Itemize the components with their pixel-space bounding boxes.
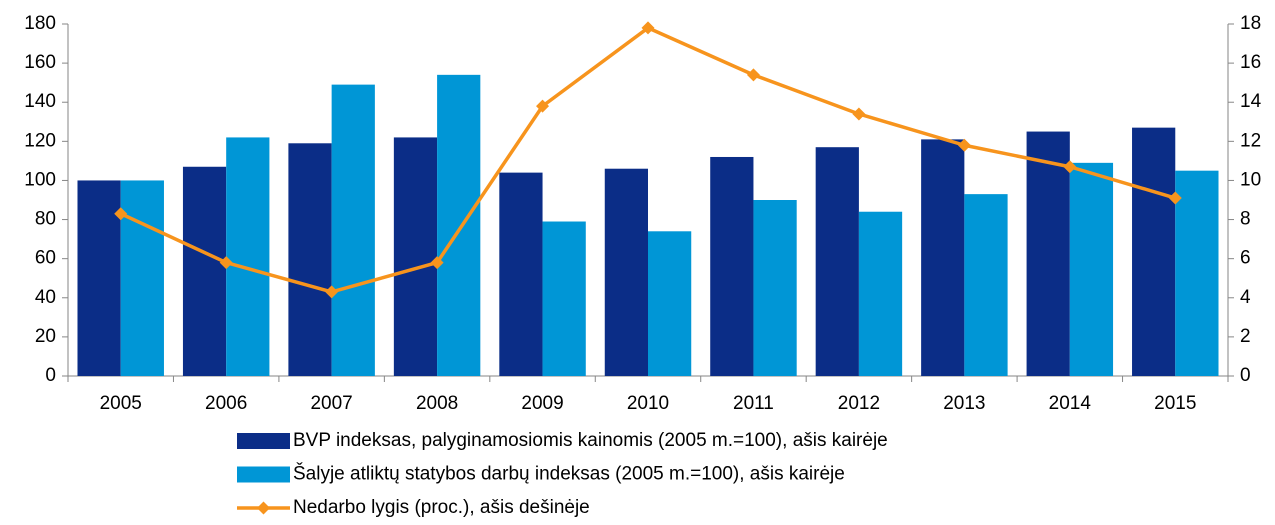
y2-tick-label: 14 (1240, 91, 1262, 112)
bar (120, 180, 164, 376)
bar (182, 166, 227, 376)
y-tick-label: 140 (24, 91, 56, 112)
y-tick-label: 160 (24, 52, 56, 73)
y2-tick-label: 16 (1240, 52, 1261, 73)
x-tick-label: 2011 (733, 393, 774, 414)
bar (858, 211, 903, 376)
y2-tick-label: 12 (1240, 130, 1261, 151)
line-marker (1168, 191, 1182, 205)
legend-swatch (237, 466, 290, 483)
bar (77, 180, 121, 376)
line-marker (114, 207, 128, 221)
y-tick-label: 60 (35, 248, 56, 269)
line-marker (746, 68, 760, 82)
y2-tick-label: 4 (1240, 287, 1251, 308)
line-marker (957, 138, 971, 152)
x-tick-label: 2009 (521, 393, 563, 414)
x-tick-label: 2007 (310, 393, 352, 414)
y2-tick-label: 2 (1240, 326, 1251, 347)
line-marker (219, 256, 233, 270)
bar (288, 143, 332, 376)
y2-tick-label: 6 (1240, 248, 1251, 269)
y-tick-label: 100 (24, 169, 56, 190)
bar (921, 139, 965, 376)
bar (226, 137, 270, 376)
bar (815, 147, 859, 376)
bar (1026, 131, 1070, 376)
y2-tick-label: 18 (1240, 13, 1261, 34)
bar (964, 194, 1008, 376)
y2-tick-label: 0 (1240, 365, 1251, 386)
bar (604, 168, 648, 376)
line-marker (852, 107, 866, 121)
x-tick-label: 2010 (627, 393, 669, 414)
y2-tick-label: 10 (1240, 169, 1261, 190)
bar (1175, 170, 1219, 376)
line-marker (430, 256, 444, 270)
y2-tick-label: 8 (1240, 209, 1251, 230)
y-tick-label: 120 (24, 130, 56, 151)
bar (648, 231, 692, 376)
x-tick-label: 2012 (838, 393, 880, 414)
line-marker (536, 99, 550, 113)
line-marker (325, 285, 339, 299)
y-tick-label: 0 (45, 365, 56, 386)
y-tick-label: 40 (35, 287, 56, 308)
bar (1069, 162, 1114, 376)
x-tick-label: 2006 (205, 393, 247, 414)
x-tick-label: 2014 (1049, 393, 1092, 414)
legend-marker (257, 501, 270, 515)
line-marker (1063, 160, 1077, 174)
legend-label: BVP indeksas, palyginamosiomis kainomis … (293, 430, 888, 451)
x-tick-label: 2008 (416, 393, 458, 414)
bar (437, 74, 481, 376)
x-tick-label: 2013 (943, 393, 985, 414)
bar (331, 84, 375, 376)
legend-swatch (237, 433, 290, 449)
x-tick-label: 2015 (1154, 393, 1196, 414)
bar (499, 172, 543, 376)
bar (753, 200, 797, 376)
x-tick-label: 2005 (100, 393, 142, 414)
bar (710, 156, 754, 376)
y-tick-label: 180 (24, 13, 56, 34)
bar (393, 137, 438, 376)
bar (1132, 127, 1176, 377)
legend-label: Nedarbo lygis (proc.), ašis dešinėje (293, 497, 590, 518)
bar (542, 221, 586, 376)
y-tick-label: 80 (35, 209, 56, 230)
legend-label: Šalyje atliktų statybos darbų indeksas (… (293, 463, 845, 485)
line-marker (641, 21, 655, 35)
y-tick-label: 20 (35, 326, 56, 347)
